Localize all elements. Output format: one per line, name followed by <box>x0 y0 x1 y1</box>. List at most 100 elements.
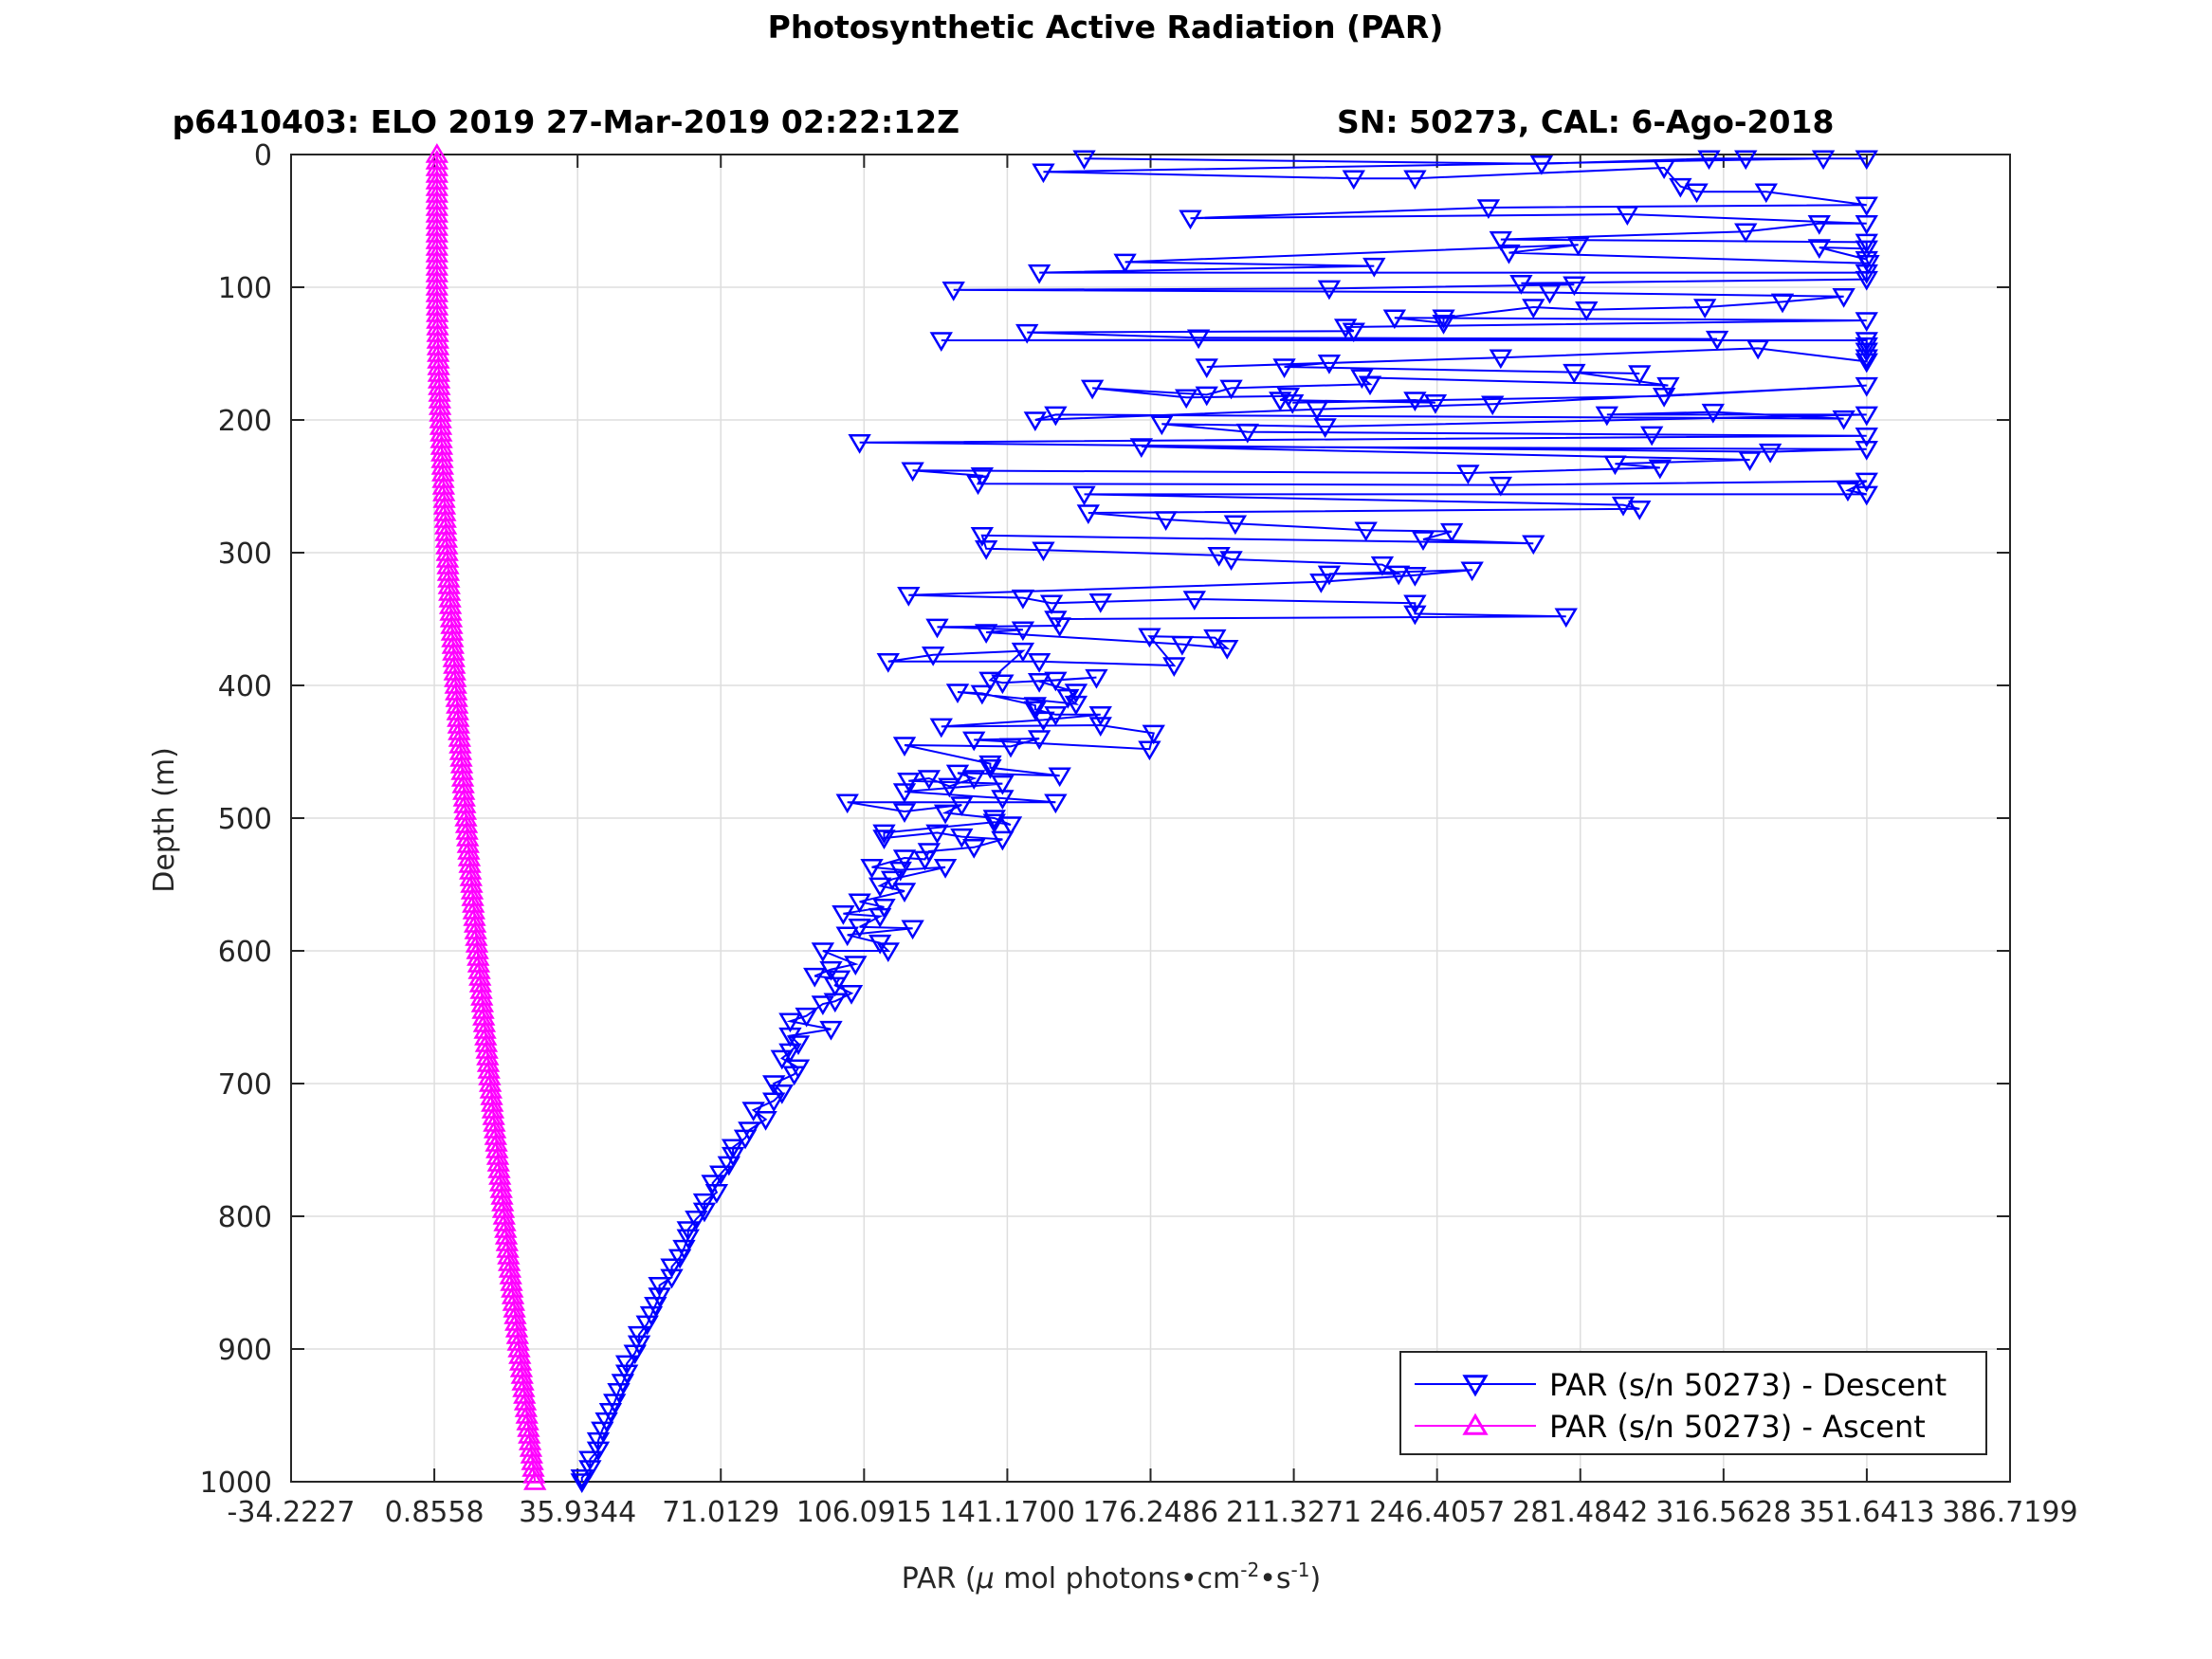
data-point <box>811 995 835 1015</box>
x-axis: -34.2227 0.8558 35.9344 71.0129 106.0915 141.… <box>228 155 2078 1529</box>
data-point <box>425 210 449 229</box>
data-point <box>1170 635 1195 656</box>
data-point <box>1509 275 1533 295</box>
data-point <box>594 1412 618 1432</box>
data-point <box>917 770 941 790</box>
data-point <box>925 618 949 639</box>
data-point <box>921 647 945 666</box>
data-point <box>1855 353 1878 374</box>
y-tick-label: 800 <box>218 1201 272 1234</box>
data-point <box>897 587 921 607</box>
data-point <box>1039 594 1064 615</box>
data-point <box>982 810 1006 830</box>
data-point <box>1855 441 1878 461</box>
x-axis-label-mid: mol photons•cm <box>995 1562 1241 1595</box>
data-point <box>425 289 449 309</box>
data-point <box>1855 472 1878 493</box>
data-point <box>578 1450 602 1471</box>
data-point <box>945 684 970 703</box>
data-point <box>1855 337 1878 357</box>
data-point <box>1235 423 1259 444</box>
chart-subtitle-right: SN: 50273, CAL: 6-Ago-2018 <box>1337 103 1834 140</box>
data-point <box>1746 339 1770 360</box>
y-tick-label: 1000 <box>200 1467 272 1500</box>
data-point <box>1855 349 1878 370</box>
data-point <box>639 1305 664 1326</box>
y-axis: 0 100 200 300 400 500 600 700 800 900 1000 <box>200 139 2010 1500</box>
data-point <box>1855 150 1878 171</box>
data-point <box>1182 591 1206 611</box>
data-point <box>1064 684 1088 703</box>
data-point <box>1272 358 1296 378</box>
data-point <box>950 828 974 848</box>
data-point <box>892 883 917 902</box>
data-point <box>1529 155 1554 175</box>
data-point <box>1807 215 1831 235</box>
data-point <box>1350 369 1374 390</box>
data-point <box>1734 223 1758 244</box>
data-point <box>611 1374 635 1394</box>
data-point <box>1403 594 1427 615</box>
data-point <box>1575 301 1599 321</box>
data-point <box>709 1165 733 1186</box>
data-point <box>950 796 974 816</box>
data-point <box>1342 322 1365 343</box>
data-point <box>1856 255 1880 275</box>
data-point <box>1616 206 1639 226</box>
data-point <box>1195 386 1218 407</box>
data-point <box>1563 276 1586 297</box>
data-point <box>1011 621 1035 642</box>
y-axis-label: Depth (m) <box>148 747 181 893</box>
data-point <box>1023 411 1048 431</box>
data-point <box>1476 199 1501 219</box>
data-point <box>1855 342 1878 363</box>
data-point <box>1836 482 1860 502</box>
data-point <box>1758 443 1782 464</box>
data-point <box>425 190 449 210</box>
y-tick-label: 600 <box>218 936 272 969</box>
data-point <box>1640 426 1664 447</box>
legend-descent-marker <box>1462 1375 1489 1397</box>
data-point <box>1566 236 1590 257</box>
data-point <box>704 1184 729 1204</box>
data-point <box>1023 697 1048 717</box>
data-point <box>888 861 912 882</box>
data-point <box>848 434 871 454</box>
data-point <box>1522 535 1545 556</box>
data-point <box>1439 522 1464 543</box>
data-point <box>425 223 449 243</box>
data-point <box>1855 428 1878 447</box>
data-point <box>754 1111 777 1131</box>
data-point <box>1855 485 1878 506</box>
data-point <box>1317 280 1342 301</box>
data-point <box>425 216 449 236</box>
legend: PAR (s/n 50273) - Descent PAR (s/n 50273… <box>1399 1351 1987 1455</box>
y-tick-label: 500 <box>218 803 272 836</box>
x-axis-label-mid2: •s <box>1259 1562 1290 1595</box>
data-point <box>1595 406 1618 427</box>
data-point <box>1697 150 1721 171</box>
data-point <box>945 764 970 785</box>
data-point <box>523 1470 547 1490</box>
data-point <box>978 755 1002 775</box>
data-point <box>1027 264 1051 284</box>
data-point <box>425 296 449 316</box>
x-axis-label-sup2: -1 <box>1291 1559 1310 1581</box>
x-axis-label-prefix: PAR ( <box>902 1562 977 1595</box>
data-point <box>1313 418 1337 438</box>
x-tick-label: 351.6413 <box>1799 1496 1934 1529</box>
data-point <box>692 1193 717 1213</box>
data-point <box>933 859 958 879</box>
data-point <box>426 302 449 322</box>
data-point <box>1855 264 1878 284</box>
data-point <box>770 1049 794 1070</box>
data-point <box>1162 657 1186 677</box>
data-point <box>1044 671 1068 692</box>
data-point <box>741 1102 765 1121</box>
data-point <box>819 960 843 981</box>
y-tick-label: 0 <box>254 139 272 173</box>
data-point <box>1048 617 1071 637</box>
data-point <box>1138 740 1161 761</box>
data-point <box>778 1043 802 1064</box>
